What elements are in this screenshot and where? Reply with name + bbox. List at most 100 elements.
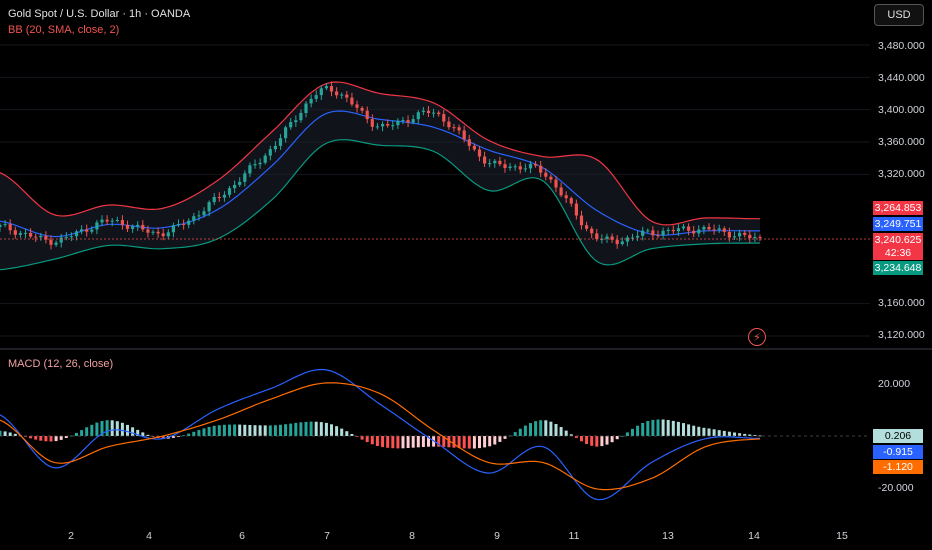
candle-body <box>141 224 145 230</box>
candle-body <box>355 104 359 108</box>
histogram-bar <box>228 424 231 436</box>
candle <box>263 153 267 165</box>
candle-body <box>335 91 339 96</box>
histogram-bar <box>294 422 298 436</box>
candle-body <box>110 220 114 222</box>
candle <box>477 146 482 162</box>
candle-body <box>217 197 221 198</box>
candle-body <box>416 112 420 120</box>
histogram-bar <box>29 436 33 439</box>
histogram-bar <box>534 421 538 436</box>
candle <box>722 226 726 236</box>
candle-body <box>289 122 293 128</box>
candle <box>692 225 696 238</box>
candle <box>59 233 63 248</box>
candle-body <box>151 231 155 233</box>
candle-body <box>59 237 63 243</box>
candle <box>620 237 624 246</box>
histogram-bar <box>396 436 400 449</box>
candle-body <box>171 225 175 233</box>
candle <box>483 151 487 167</box>
histogram-bar <box>222 424 226 436</box>
candle <box>666 227 670 235</box>
histogram-bar <box>488 436 492 447</box>
candle-body <box>707 226 711 230</box>
candle-body <box>717 228 721 230</box>
candle <box>95 219 99 235</box>
candle <box>54 240 58 247</box>
candle <box>386 119 390 128</box>
candle <box>80 225 84 235</box>
candle <box>559 182 563 198</box>
histogram-bar <box>161 436 165 439</box>
histogram-bar <box>452 436 456 448</box>
candle-body <box>605 236 609 239</box>
grid-lines <box>0 44 870 337</box>
histogram-bar <box>427 436 430 447</box>
lightning-icon[interactable]: ⚡ <box>748 328 766 346</box>
candle <box>233 180 237 193</box>
candle-body <box>702 226 706 230</box>
candle <box>539 160 543 178</box>
candle-body <box>54 242 58 245</box>
macd-line-tag: -0.915 <box>873 445 923 459</box>
candle <box>212 193 216 205</box>
candle-body <box>610 236 614 240</box>
histogram-bar <box>574 436 578 438</box>
candle <box>105 215 109 225</box>
histogram-bar <box>110 420 114 436</box>
candle-body <box>666 230 670 231</box>
candle <box>355 100 359 113</box>
candle <box>284 125 288 143</box>
candle <box>365 106 369 124</box>
candle <box>528 160 533 174</box>
candle <box>294 115 298 127</box>
candle-body <box>18 233 22 235</box>
bollinger-legend[interactable]: BB (20, SMA, close, 2) <box>8 24 120 36</box>
histogram-bar <box>90 424 94 436</box>
candle <box>18 230 22 238</box>
candle <box>207 200 211 217</box>
candle-body <box>95 222 99 230</box>
candle <box>636 231 640 242</box>
macd-histogram <box>0 419 762 449</box>
histogram-bar <box>682 423 685 436</box>
histogram-bar <box>554 424 558 436</box>
candle <box>432 108 436 118</box>
candle-body <box>732 236 737 238</box>
candle <box>381 121 385 132</box>
histogram-bar <box>717 430 721 436</box>
symbol-legend[interactable]: Gold Spot / U.S. Dollar · 1h · OANDA <box>8 8 191 20</box>
histogram-bar <box>289 423 293 436</box>
candle-body <box>727 232 731 238</box>
candle-body <box>401 120 405 122</box>
candle <box>411 114 415 125</box>
histogram-bar <box>702 427 706 436</box>
candle <box>758 234 762 242</box>
candle <box>534 161 538 168</box>
candle <box>426 105 431 118</box>
candle <box>743 230 747 238</box>
candle-body <box>115 220 119 221</box>
histogram-bar <box>620 435 624 437</box>
candle-body <box>85 229 89 232</box>
time-axis-label: 14 <box>748 530 760 542</box>
histogram-bar <box>335 426 339 436</box>
candle <box>136 221 140 231</box>
currency-button[interactable]: USD <box>874 4 924 26</box>
candle <box>630 233 635 241</box>
price-axis-label: 3,320.000 <box>878 168 925 180</box>
histogram-bar <box>585 436 589 444</box>
macd-legend[interactable]: MACD (12, 26, close) <box>8 358 114 370</box>
candle <box>187 218 191 229</box>
candle-body <box>263 155 267 163</box>
candle <box>345 90 349 103</box>
candle <box>141 220 145 232</box>
histogram-bar <box>661 419 665 436</box>
candle <box>375 123 379 130</box>
candle-body <box>625 237 629 242</box>
candle-body <box>253 164 257 166</box>
time-axis-label: 6 <box>239 530 245 542</box>
histogram-bar <box>753 435 757 436</box>
